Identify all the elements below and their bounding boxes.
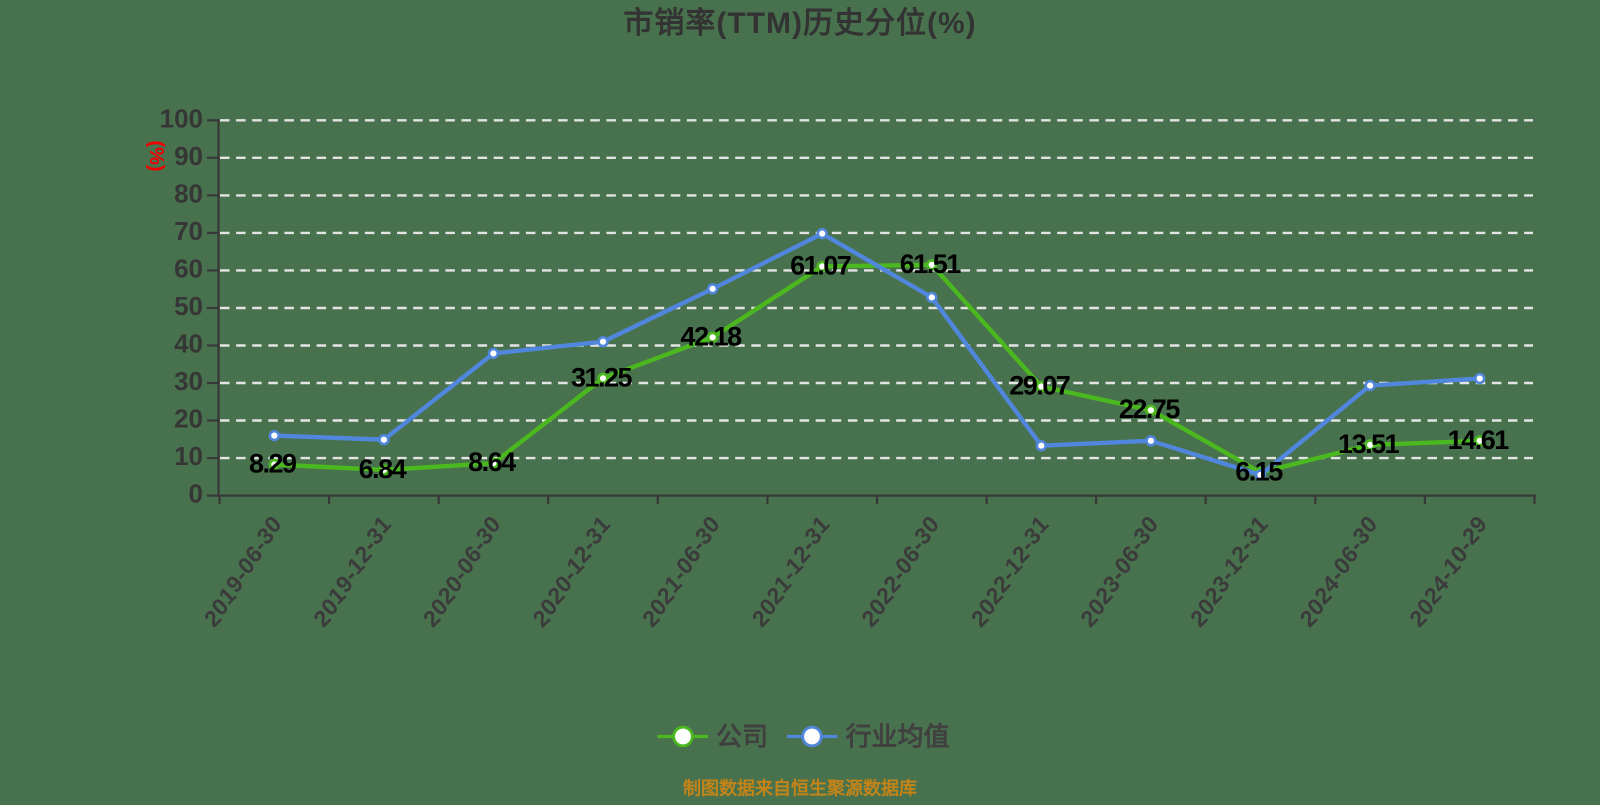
svg-text:61.07: 61.07 bbox=[790, 250, 851, 280]
svg-text:6.15: 6.15 bbox=[1235, 457, 1283, 487]
svg-text:8.29: 8.29 bbox=[249, 449, 297, 479]
svg-text:(%): (%) bbox=[145, 140, 167, 171]
svg-text:80: 80 bbox=[174, 178, 203, 208]
svg-text:100: 100 bbox=[160, 103, 203, 133]
svg-text:40: 40 bbox=[174, 329, 203, 359]
svg-text:22.75: 22.75 bbox=[1119, 394, 1181, 424]
svg-text:0: 0 bbox=[189, 479, 203, 509]
svg-text:13.51: 13.51 bbox=[1338, 429, 1400, 459]
svg-text:制图数据来自恒生聚源数据库: 制图数据来自恒生聚源数据库 bbox=[683, 778, 917, 799]
svg-text:70: 70 bbox=[174, 216, 203, 246]
svg-text:市销率(TTM)历史分位(%): 市销率(TTM)历史分位(%) bbox=[623, 6, 976, 40]
svg-text:61.51: 61.51 bbox=[900, 249, 962, 279]
svg-text:42.18: 42.18 bbox=[681, 321, 743, 351]
svg-text:50: 50 bbox=[174, 291, 203, 321]
svg-text:公司: 公司 bbox=[716, 722, 768, 752]
svg-text:10: 10 bbox=[174, 441, 203, 471]
svg-text:31.25: 31.25 bbox=[571, 362, 633, 392]
svg-text:29.07: 29.07 bbox=[1009, 371, 1070, 401]
svg-text:行业均值: 行业均值 bbox=[845, 722, 950, 752]
svg-text:30: 30 bbox=[174, 366, 203, 396]
svg-text:6.84: 6.84 bbox=[359, 454, 407, 484]
svg-text:8.64: 8.64 bbox=[468, 447, 516, 477]
svg-text:60: 60 bbox=[174, 253, 203, 283]
svg-text:20: 20 bbox=[174, 404, 203, 434]
svg-text:90: 90 bbox=[174, 141, 203, 171]
svg-text:14.61: 14.61 bbox=[1448, 425, 1510, 455]
